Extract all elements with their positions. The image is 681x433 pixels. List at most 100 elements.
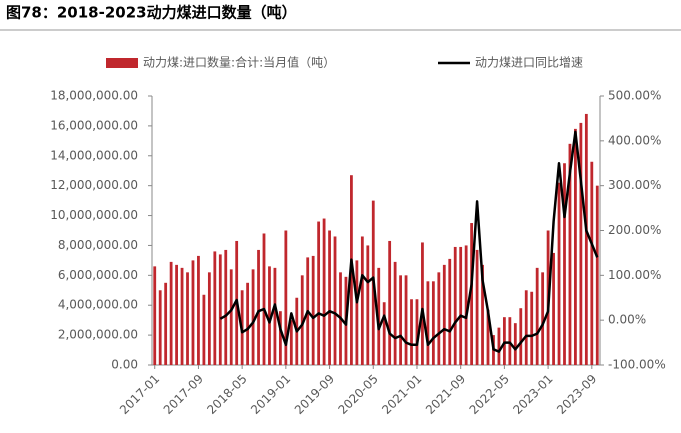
- bar: [289, 320, 293, 365]
- x-tick-label: 2019-01: [248, 372, 293, 417]
- y-tick-label: 8,000,000.00: [58, 238, 138, 252]
- bar: [175, 264, 178, 365]
- bar: [530, 291, 534, 365]
- bar: [229, 269, 233, 365]
- line-series: [219, 130, 599, 353]
- bar: [421, 242, 424, 365]
- bar: [377, 267, 381, 365]
- bar: [218, 254, 222, 365]
- bar: [251, 269, 255, 365]
- bar: [481, 264, 484, 365]
- bar: [459, 246, 463, 365]
- y2-tick-label: 400.00%: [608, 133, 661, 147]
- x-tick-label: 2021-09: [423, 372, 468, 417]
- bar: [579, 122, 583, 366]
- bar: [568, 143, 572, 365]
- bar: [311, 255, 315, 365]
- bar: [382, 302, 386, 365]
- bar: [158, 290, 162, 365]
- bar: [595, 185, 599, 365]
- bar: [213, 251, 217, 365]
- bar: [366, 245, 370, 365]
- bar: [300, 275, 304, 365]
- bar: [191, 260, 195, 365]
- bar: [415, 299, 419, 365]
- bar: [202, 294, 206, 365]
- bar: [513, 323, 517, 365]
- x-tick-label: 2020-05: [336, 372, 381, 417]
- bar: [399, 275, 402, 365]
- x-tick-label: 2023-09: [554, 372, 599, 417]
- bar: [333, 236, 337, 365]
- y2-tick-label: -100.00%: [608, 358, 666, 372]
- y2-tick-label: 200.00%: [608, 223, 661, 237]
- y-tick-label: 4,000,000.00: [58, 298, 138, 312]
- bar: [207, 272, 211, 365]
- bar: [153, 266, 157, 365]
- bar: [317, 221, 321, 365]
- bar: [284, 230, 288, 365]
- bar: [169, 261, 173, 365]
- x-tick-label: 2022-05: [467, 372, 512, 417]
- bar: [186, 272, 189, 365]
- chart-title: 图78：2018-2023动力煤进口数量（吨）: [6, 4, 297, 22]
- x-tick-label: 2017-01: [117, 372, 162, 417]
- bar: [426, 281, 430, 365]
- bar: [508, 317, 512, 365]
- bar: [273, 267, 277, 365]
- y-tick-label: 2,000,000.00: [58, 328, 138, 342]
- bar: [519, 308, 523, 365]
- bar: [584, 113, 588, 365]
- bar: [268, 266, 271, 365]
- y-tick-label: 16,000,000.00: [50, 118, 138, 132]
- bar: [590, 161, 594, 365]
- bar: [328, 230, 331, 365]
- y-tick-label: 6,000,000.00: [58, 268, 138, 282]
- bar: [164, 282, 168, 365]
- bar: [322, 218, 326, 365]
- bar: [464, 245, 468, 365]
- x-tick-label: 2018-05: [204, 372, 249, 417]
- bar: [453, 246, 457, 365]
- x-tick-label: 2021-01: [379, 372, 424, 417]
- bar: [197, 255, 200, 365]
- bar: [574, 128, 577, 365]
- bar: [360, 236, 364, 365]
- y2-tick-label: 500.00%: [608, 89, 661, 103]
- bar: [355, 260, 359, 365]
- legend-swatch: [106, 58, 138, 68]
- bar: [502, 317, 506, 365]
- bar: [224, 249, 228, 365]
- bar: [246, 282, 250, 365]
- bar: [404, 275, 408, 365]
- bar: [557, 182, 561, 365]
- bar: [388, 240, 392, 365]
- y-tick-label: 10,000,000.00: [50, 208, 138, 222]
- x-tick-label: 2023-01: [510, 372, 555, 417]
- bar: [262, 233, 266, 365]
- legend-label: 动力煤进口同比增速: [475, 56, 583, 70]
- bar: [497, 327, 501, 365]
- bar: [541, 272, 545, 365]
- bar: [180, 267, 184, 365]
- bar: [552, 252, 555, 365]
- x-tick-label: 2019-09: [292, 372, 337, 417]
- bar: [535, 267, 539, 365]
- bar: [524, 290, 528, 365]
- bar: [470, 223, 474, 365]
- y2-tick-label: 0.00%: [608, 313, 646, 327]
- y2-tick-label: 100.00%: [608, 268, 661, 282]
- x-tick-label: 2017-09: [161, 372, 206, 417]
- bar: [257, 249, 260, 365]
- y-tick-label: 0.00: [111, 358, 138, 372]
- bar: [437, 272, 441, 365]
- bar: [475, 249, 479, 365]
- bar: [410, 299, 413, 365]
- y-tick-label: 18,000,000.00: [50, 89, 138, 103]
- legend-label: 动力煤:进口数量:合计:当月值（吨）: [143, 55, 335, 70]
- bar: [278, 311, 282, 365]
- bar: [442, 264, 446, 365]
- bar: [393, 261, 397, 365]
- y-tick-label: 12,000,000.00: [50, 178, 138, 192]
